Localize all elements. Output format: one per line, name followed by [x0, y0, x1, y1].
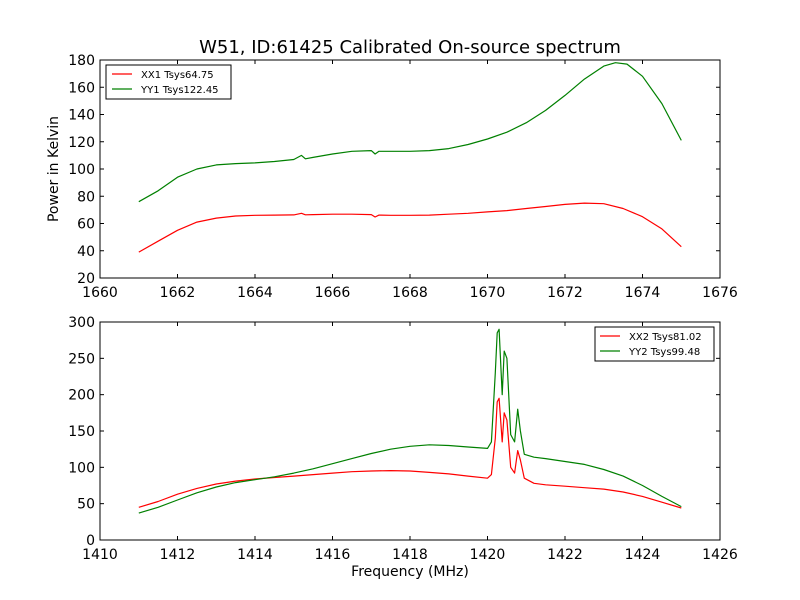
legend: XX1 Tsys64.75 YY1 Tsys122.45 — [105, 64, 232, 100]
series-line-xx1 — [138, 202, 682, 253]
series-line-yy2 — [138, 328, 682, 514]
y-tick-label: 150 — [68, 424, 95, 440]
x-tick-label: 1664 — [237, 285, 273, 301]
x-tick-label: 1420 — [470, 547, 506, 563]
y-tick-label: 180 — [68, 53, 95, 69]
y-tick-label: 100 — [68, 460, 95, 476]
y-axis-label: Power in Kelvin — [46, 116, 62, 222]
x-tick-label: 1424 — [625, 547, 661, 563]
x-tick-label: 1666 — [315, 285, 351, 301]
x-tick-label: 1422 — [547, 547, 583, 563]
y-tick-label: 50 — [77, 497, 95, 513]
y-tick-label: 200 — [68, 388, 95, 404]
x-tick-label: 1662 — [160, 285, 196, 301]
legend-label-xx2: XX2 Tsys81.02 — [629, 332, 702, 343]
y-tick-label: 20 — [77, 271, 95, 287]
y-tick-label: 160 — [68, 80, 95, 96]
x-tick-label: 1410 — [82, 547, 118, 563]
legend-box — [105, 64, 232, 100]
x-tick-label: 1672 — [547, 285, 583, 301]
y-tick-label: 0 — [86, 533, 95, 549]
bottom-spectrum-chart: Frequency (MHz) 1410 1412 1414 1416 1418 1420… — [68, 315, 738, 580]
y-tick-label: 40 — [77, 244, 95, 260]
y-tick-label: 60 — [77, 217, 95, 233]
plot-area: 1410 1412 1414 1416 1418 1420 1422 1424 1426 0 50 1… — [68, 315, 738, 563]
legend: XX2 Tsys81.02 YY2 Tsys99.48 — [594, 326, 715, 362]
x-tick-label: 1414 — [237, 547, 273, 563]
x-tick-label: 1418 — [392, 547, 428, 563]
legend-box — [594, 326, 715, 362]
x-tick-label: 1670 — [470, 285, 506, 301]
x-tick-label: 1674 — [625, 285, 661, 301]
x-tick-label: 1668 — [392, 285, 428, 301]
chart-title: W51, ID:61425 Calibrated On-source spect… — [199, 37, 621, 58]
plot-area: 1660 1662 1664 1666 1668 1670 1672 1674 1676 20 40… — [68, 53, 738, 301]
x-tick-label: 1676 — [702, 285, 738, 301]
x-tick-label: 1426 — [702, 547, 738, 563]
series-line-yy1 — [138, 62, 682, 203]
x-tick-label: 1660 — [82, 285, 118, 301]
x-axis-label: Frequency (MHz) — [351, 564, 469, 580]
y-tick-label: 80 — [77, 189, 95, 205]
top-spectrum-chart: W51, ID:61425 Calibrated On-source spect… — [46, 37, 738, 301]
legend-label-yy2: YY2 Tsys99.48 — [628, 347, 700, 358]
y-tick-label: 300 — [68, 315, 95, 331]
y-tick-label: 120 — [68, 135, 95, 151]
legend-label-yy1: YY1 Tsys122.45 — [140, 85, 219, 96]
x-tick-label: 1416 — [315, 547, 351, 563]
y-tick-label: 140 — [68, 108, 95, 124]
y-tick-label: 100 — [68, 162, 95, 178]
y-tick-label: 250 — [68, 351, 95, 367]
legend-label-xx1: XX1 Tsys64.75 — [141, 70, 214, 81]
x-tick-label: 1412 — [160, 547, 196, 563]
